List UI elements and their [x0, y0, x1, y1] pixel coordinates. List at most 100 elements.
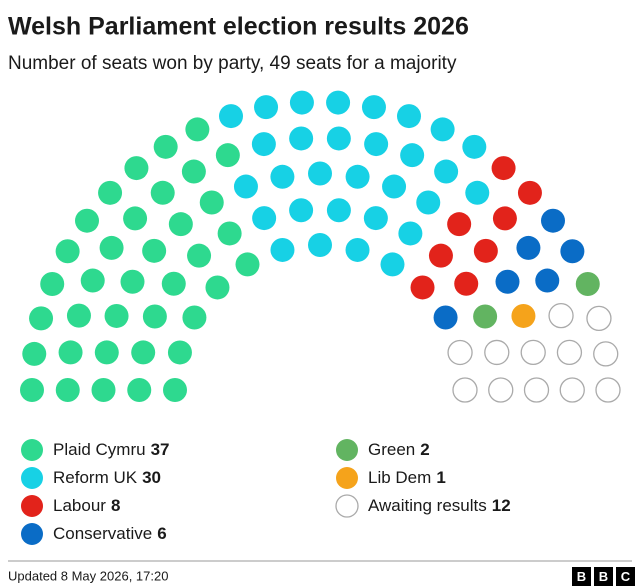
- seat: [575, 271, 600, 296]
- seat: [428, 243, 453, 268]
- seat: [540, 208, 565, 233]
- seat: [452, 377, 478, 403]
- seat: [308, 233, 332, 257]
- logo-box: [616, 567, 635, 586]
- seat: [219, 104, 244, 129]
- seat: [124, 156, 149, 181]
- seat: [187, 243, 212, 268]
- seat: [80, 268, 105, 293]
- seat: [364, 132, 389, 157]
- seat: [488, 377, 514, 403]
- legend-label: Labour: [53, 496, 106, 515]
- seat: [559, 377, 585, 403]
- logo-letter: C: [621, 569, 631, 584]
- legend-swatch: [336, 439, 358, 461]
- seat: [22, 341, 47, 366]
- legend-swatch: [21, 439, 43, 461]
- seat: [150, 180, 175, 205]
- seat: [345, 164, 370, 189]
- seat: [511, 303, 536, 328]
- seat: [473, 238, 498, 263]
- seat: [233, 174, 258, 199]
- seat: [153, 134, 178, 159]
- legend-value: 37: [151, 440, 170, 459]
- seat: [251, 132, 276, 157]
- seat: [205, 275, 230, 300]
- seat: [595, 377, 621, 403]
- seat: [434, 159, 459, 184]
- seat: [270, 164, 295, 189]
- seat: [252, 206, 277, 231]
- legend-label: Plaid Cymru: [53, 440, 146, 459]
- seat: [465, 180, 490, 205]
- seat: [535, 268, 560, 293]
- seat: [66, 303, 91, 328]
- legend-value: 30: [142, 468, 161, 487]
- seat: [380, 252, 405, 277]
- seat: [182, 305, 207, 330]
- seat: [491, 156, 516, 181]
- logo-box: [594, 567, 613, 586]
- seat: [516, 235, 541, 260]
- legend-entry: Awaiting results 12: [368, 496, 511, 515]
- legend-swatch: [335, 494, 359, 518]
- seat: [254, 95, 279, 120]
- seat: [235, 252, 260, 277]
- seat: [586, 305, 612, 332]
- seat: [484, 339, 510, 366]
- legend-value: 6: [157, 524, 166, 543]
- seat: [382, 174, 407, 199]
- seat: [520, 339, 546, 366]
- seat: [556, 339, 583, 366]
- legend-label: Conservative: [53, 524, 152, 543]
- seat: [400, 143, 425, 168]
- legend-label: Reform UK: [53, 468, 138, 487]
- seat: [433, 305, 458, 330]
- footer: Updated 8 May 2026, 17:20: [8, 568, 168, 583]
- legend-entry: Plaid Cymru 37: [53, 440, 170, 459]
- logo-box: [572, 567, 591, 586]
- seat: [517, 180, 542, 205]
- seat: [123, 206, 148, 231]
- seat: [120, 269, 145, 294]
- legend-swatch: [21, 467, 43, 489]
- seat: [94, 340, 119, 365]
- seat: [447, 212, 472, 237]
- seat: [361, 95, 386, 120]
- legend-label: Awaiting results: [368, 496, 487, 515]
- seat: [447, 339, 473, 366]
- seat: [199, 190, 224, 215]
- seat: [181, 159, 206, 184]
- seat: [127, 378, 152, 402]
- legend-entry: Green 2: [368, 440, 430, 459]
- seat: [326, 198, 351, 223]
- legend-label: Green: [368, 440, 415, 459]
- logo-letter: B: [599, 569, 608, 584]
- seat: [29, 306, 54, 331]
- seat: [454, 271, 479, 296]
- seat: [167, 340, 192, 365]
- seat: [215, 143, 240, 168]
- seat: [492, 206, 517, 231]
- seat: [20, 378, 44, 402]
- seat: [98, 180, 123, 205]
- seat: [58, 340, 83, 365]
- seat: [289, 90, 314, 115]
- seat: [289, 126, 314, 151]
- seat: [99, 235, 124, 260]
- seat: [345, 237, 370, 262]
- seat: [104, 303, 129, 328]
- legend-swatch: [336, 467, 358, 489]
- seat: [396, 104, 421, 129]
- seat: [548, 302, 574, 329]
- seat: [131, 340, 156, 365]
- seat: [163, 378, 187, 402]
- legend-label: Lib Dem: [368, 468, 431, 487]
- seat: [430, 117, 455, 142]
- legend-entry: Conservative 6: [53, 524, 167, 543]
- seat: [473, 304, 498, 329]
- seat: [55, 239, 80, 264]
- seat: [289, 198, 314, 223]
- seat: [185, 117, 210, 142]
- seat: [363, 206, 388, 231]
